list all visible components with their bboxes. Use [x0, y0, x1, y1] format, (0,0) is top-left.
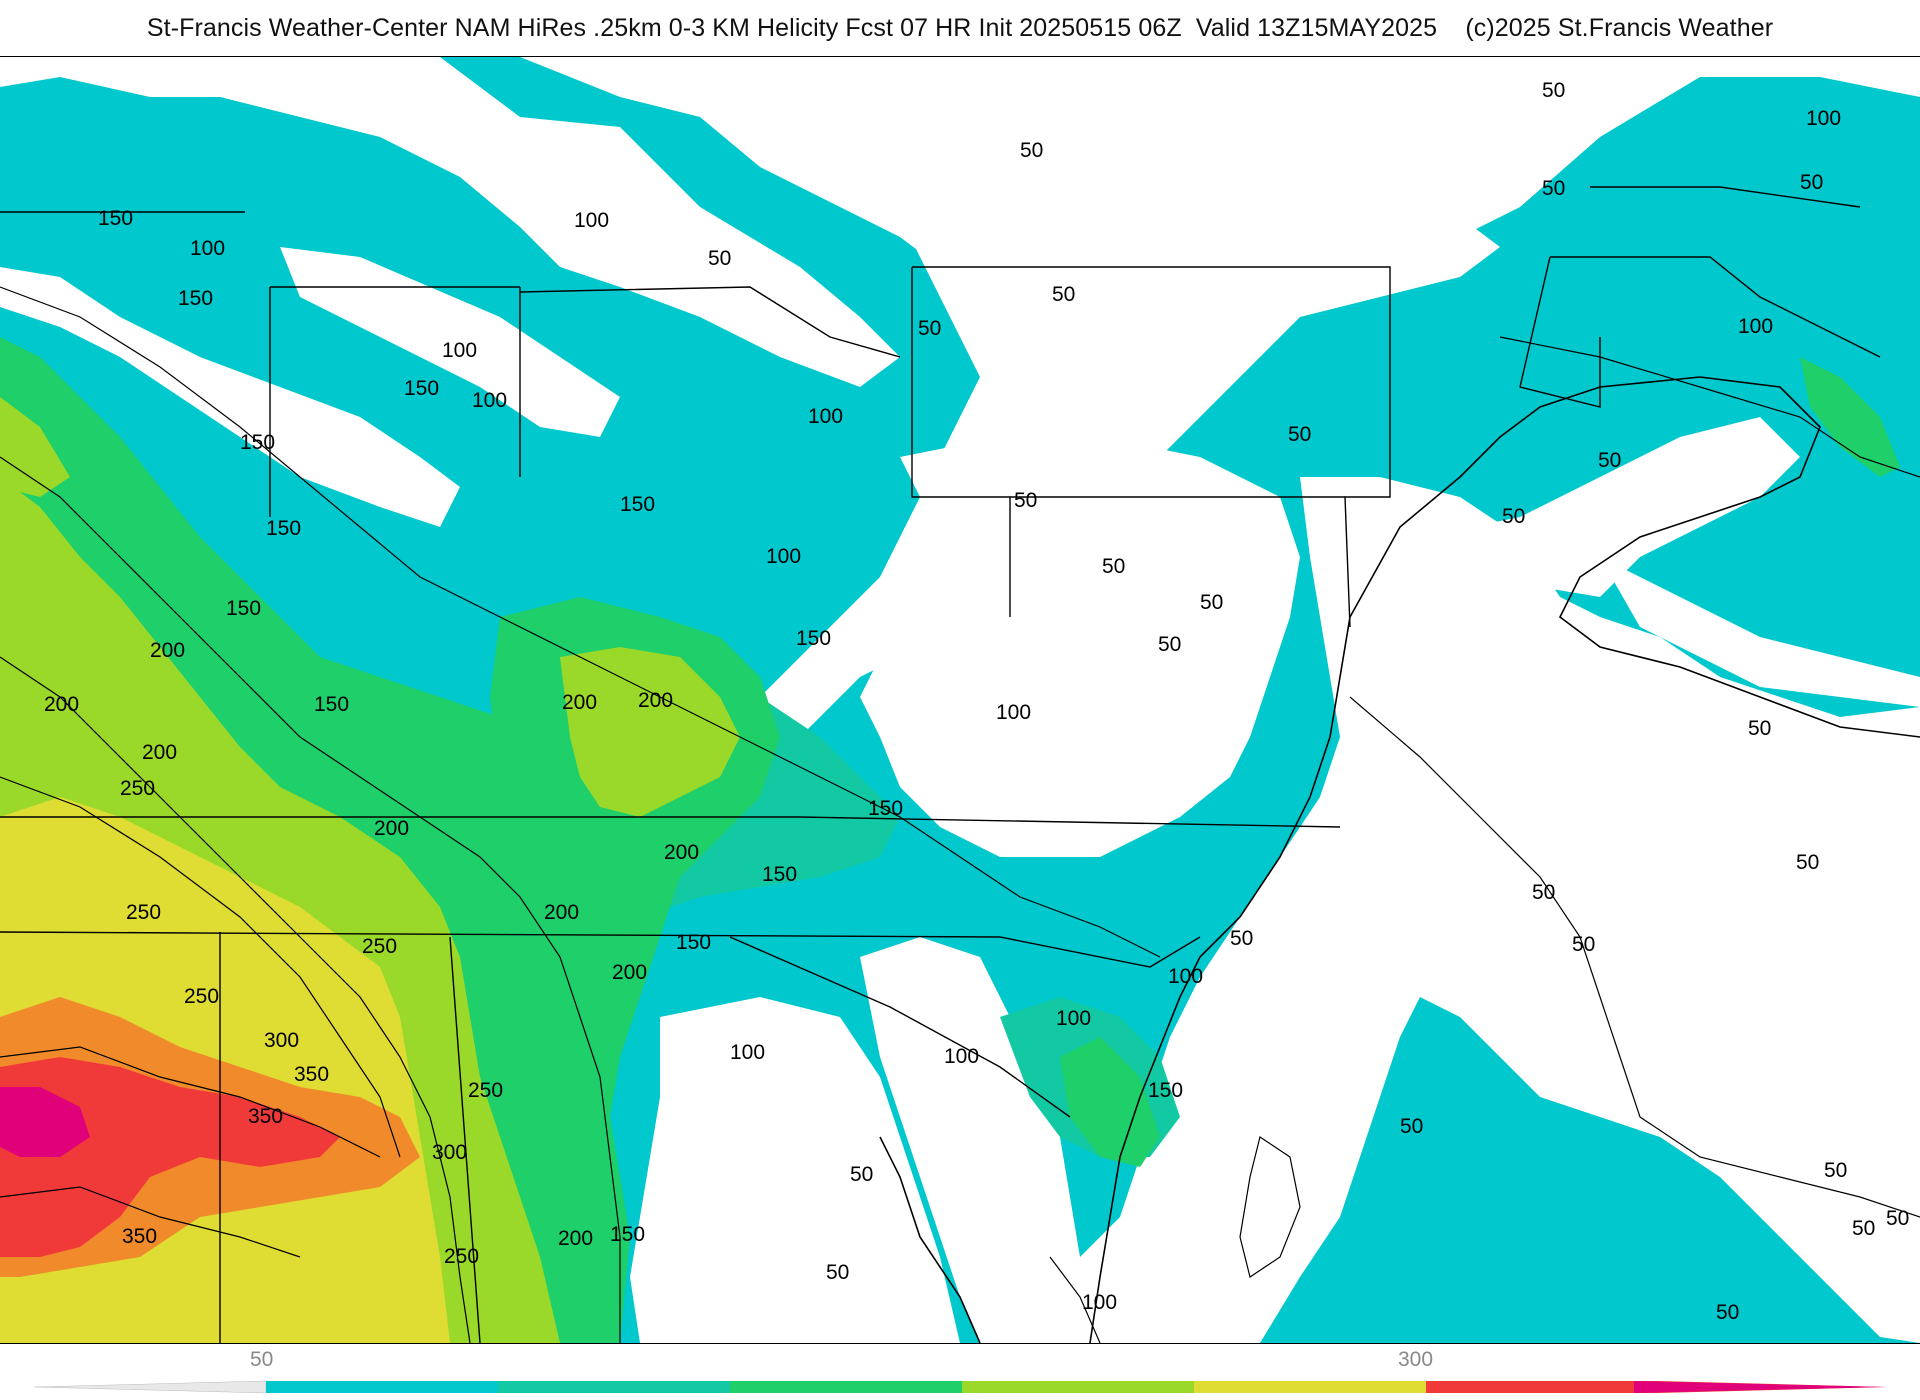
contour-label: 100	[1738, 315, 1773, 338]
contour-label: 250	[468, 1079, 503, 1102]
contour-label: 50	[1852, 1217, 1875, 1240]
contour-label: 100	[1806, 107, 1841, 130]
legend-swatch	[498, 1381, 730, 1393]
contour-label: 300	[264, 1029, 299, 1052]
contour-label: 150	[404, 377, 439, 400]
legend-tick-label: 50	[250, 1348, 274, 1371]
contour-label: 50	[1014, 489, 1037, 512]
contour-label: 50	[1800, 171, 1823, 194]
map-canvas: 150 100 150 100 150 100 100 50 50 50 50 …	[0, 57, 1920, 1343]
helicity-400-areas	[0, 1087, 90, 1157]
contour-label: 100	[996, 701, 1031, 724]
contour-label: 300	[432, 1141, 467, 1164]
contour-label: 150	[226, 597, 261, 620]
legend-tick-label: 300	[1398, 1348, 1434, 1371]
contour-label: 350	[122, 1225, 157, 1248]
contour-label: 50	[1542, 79, 1565, 102]
contour-label: 250	[120, 777, 155, 800]
helicity-below-50-areas	[0, 57, 1920, 1343]
contour-label: 200	[562, 691, 597, 714]
contour-label: 100	[944, 1045, 979, 1068]
contour-label: 100	[808, 405, 843, 428]
contour-label: 100	[442, 339, 477, 362]
contour-label: 200	[638, 689, 673, 712]
contour-label: 100	[190, 237, 225, 260]
contour-label: 250	[362, 935, 397, 958]
contour-label: 50	[1886, 1207, 1909, 1230]
helicity-contours	[0, 286, 1920, 1343]
contour-label: 50	[1532, 881, 1555, 904]
legend-arrow-tip	[1634, 1381, 1886, 1393]
contour-label: 250	[126, 901, 161, 924]
contour-label: 200	[544, 901, 579, 924]
color-legend: 50 300	[0, 1342, 1920, 1400]
helicity-350-areas	[0, 1057, 340, 1257]
contour-label: 50	[918, 317, 941, 340]
contour-label: 50	[1230, 927, 1253, 950]
contour-label: 200	[612, 961, 647, 984]
contour-label: 50	[1796, 851, 1819, 874]
contour-label: 250	[184, 985, 219, 1008]
legend-arrow-left	[34, 1380, 267, 1394]
contour-label: 50	[1020, 139, 1043, 162]
legend-swatch	[1194, 1381, 1426, 1393]
contour-label: 50	[708, 247, 731, 270]
contour-label: 350	[248, 1105, 283, 1128]
contour-label: 50	[1288, 423, 1311, 446]
contour-label: 150	[1148, 1079, 1183, 1102]
map-title: St-Francis Weather-Center NAM HiRes .25k…	[146, 14, 1774, 42]
contour-label: 50	[1052, 283, 1075, 306]
contour-label: 150	[266, 517, 301, 540]
contour-label: 50	[1716, 1301, 1739, 1324]
contour-label: 50	[1158, 633, 1181, 656]
contour-label: 50	[1824, 1159, 1847, 1182]
contour-label: 150	[762, 863, 797, 886]
legend-swatch	[266, 1381, 498, 1393]
contour-label: 200	[558, 1227, 593, 1250]
state-borders	[0, 186, 1881, 1343]
contour-label: 200	[374, 817, 409, 840]
contour-label: 150	[868, 797, 903, 820]
contour-label: 150	[676, 931, 711, 954]
legend-color-bar	[34, 1380, 1886, 1394]
contour-label: 50	[826, 1261, 849, 1284]
contour-label: 100	[1082, 1291, 1117, 1314]
contour-label: 150	[796, 627, 831, 650]
contour-label: 100	[1056, 1007, 1091, 1030]
contour-label: 150	[98, 207, 133, 230]
contour-label: 100	[574, 209, 609, 232]
contour-label: 100	[472, 389, 507, 412]
contour-label: 50	[1502, 505, 1525, 528]
contour-label: 150	[620, 493, 655, 516]
coastline	[879, 376, 1920, 1343]
helicity-map: 150 100 150 100 150 100 100 50 50 50 50 …	[0, 56, 1920, 1344]
contour-label: 100	[730, 1041, 765, 1064]
contour-label: 100	[1168, 965, 1203, 988]
contour-label: 200	[142, 741, 177, 764]
contour-label: 50	[1400, 1115, 1423, 1138]
contour-label: 50	[1748, 717, 1771, 740]
contour-label: 100	[766, 545, 801, 568]
contour-label: 200	[44, 693, 79, 716]
contour-label: 50	[1598, 449, 1621, 472]
contour-label: 150	[240, 431, 275, 454]
contour-labels: 150 100 150 100 150 100 100 50 50 50 50 …	[44, 79, 1909, 1324]
contour-label: 200	[150, 639, 185, 662]
contour-label: 150	[610, 1223, 645, 1246]
contour-label: 50	[1572, 933, 1595, 956]
contour-label: 50	[1542, 177, 1565, 200]
contour-label: 50	[1102, 555, 1125, 578]
contour-label: 250	[444, 1245, 479, 1268]
contour-label: 200	[664, 841, 699, 864]
contour-label: 150	[314, 693, 349, 716]
legend-swatch	[730, 1381, 962, 1393]
contour-label: 150	[178, 287, 213, 310]
contour-label: 350	[294, 1063, 329, 1086]
contour-label: 50	[1200, 591, 1223, 614]
contour-label: 50	[850, 1163, 873, 1186]
legend-swatch	[962, 1381, 1194, 1393]
